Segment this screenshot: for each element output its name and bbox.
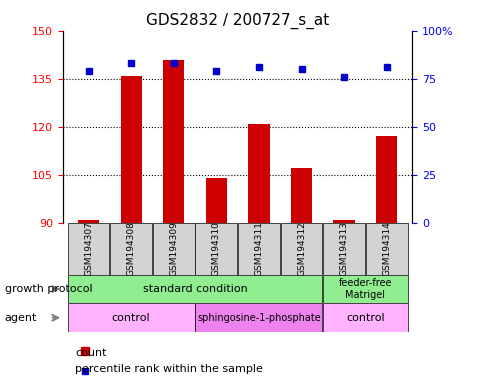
Text: percentile rank within the sample: percentile rank within the sample <box>75 364 262 374</box>
Text: control: control <box>346 313 384 323</box>
Bar <box>121 76 141 223</box>
Text: GSM194307: GSM194307 <box>84 221 93 276</box>
Bar <box>290 168 312 223</box>
Text: GSM194310: GSM194310 <box>212 221 220 276</box>
Bar <box>248 124 269 223</box>
Text: control: control <box>112 313 150 323</box>
Bar <box>375 136 396 223</box>
FancyBboxPatch shape <box>322 275 407 303</box>
Text: GSM194309: GSM194309 <box>169 221 178 276</box>
FancyBboxPatch shape <box>68 223 109 275</box>
Bar <box>78 220 99 223</box>
FancyBboxPatch shape <box>68 303 194 332</box>
Text: GSM194311: GSM194311 <box>254 221 263 276</box>
Text: sphingosine-1-phosphate: sphingosine-1-phosphate <box>197 313 320 323</box>
Bar <box>333 220 354 223</box>
FancyBboxPatch shape <box>322 303 407 332</box>
FancyBboxPatch shape <box>322 223 364 275</box>
Text: count: count <box>75 348 106 358</box>
Text: agent: agent <box>5 313 37 323</box>
Text: GSM194312: GSM194312 <box>296 221 305 276</box>
Bar <box>163 60 184 223</box>
Text: growth protocol: growth protocol <box>5 284 92 294</box>
FancyBboxPatch shape <box>238 223 279 275</box>
FancyBboxPatch shape <box>195 223 237 275</box>
FancyBboxPatch shape <box>68 275 322 303</box>
FancyBboxPatch shape <box>365 223 407 275</box>
Bar <box>205 178 227 223</box>
Title: GDS2832 / 200727_s_at: GDS2832 / 200727_s_at <box>146 13 329 29</box>
Text: GSM194308: GSM194308 <box>126 221 136 276</box>
FancyBboxPatch shape <box>110 223 152 275</box>
Text: GSM194314: GSM194314 <box>381 221 391 276</box>
Text: standard condition: standard condition <box>142 284 247 294</box>
FancyBboxPatch shape <box>280 223 322 275</box>
Text: GSM194313: GSM194313 <box>339 221 348 276</box>
FancyBboxPatch shape <box>195 303 322 332</box>
Text: feeder-free
Matrigel: feeder-free Matrigel <box>338 278 392 300</box>
FancyBboxPatch shape <box>152 223 194 275</box>
